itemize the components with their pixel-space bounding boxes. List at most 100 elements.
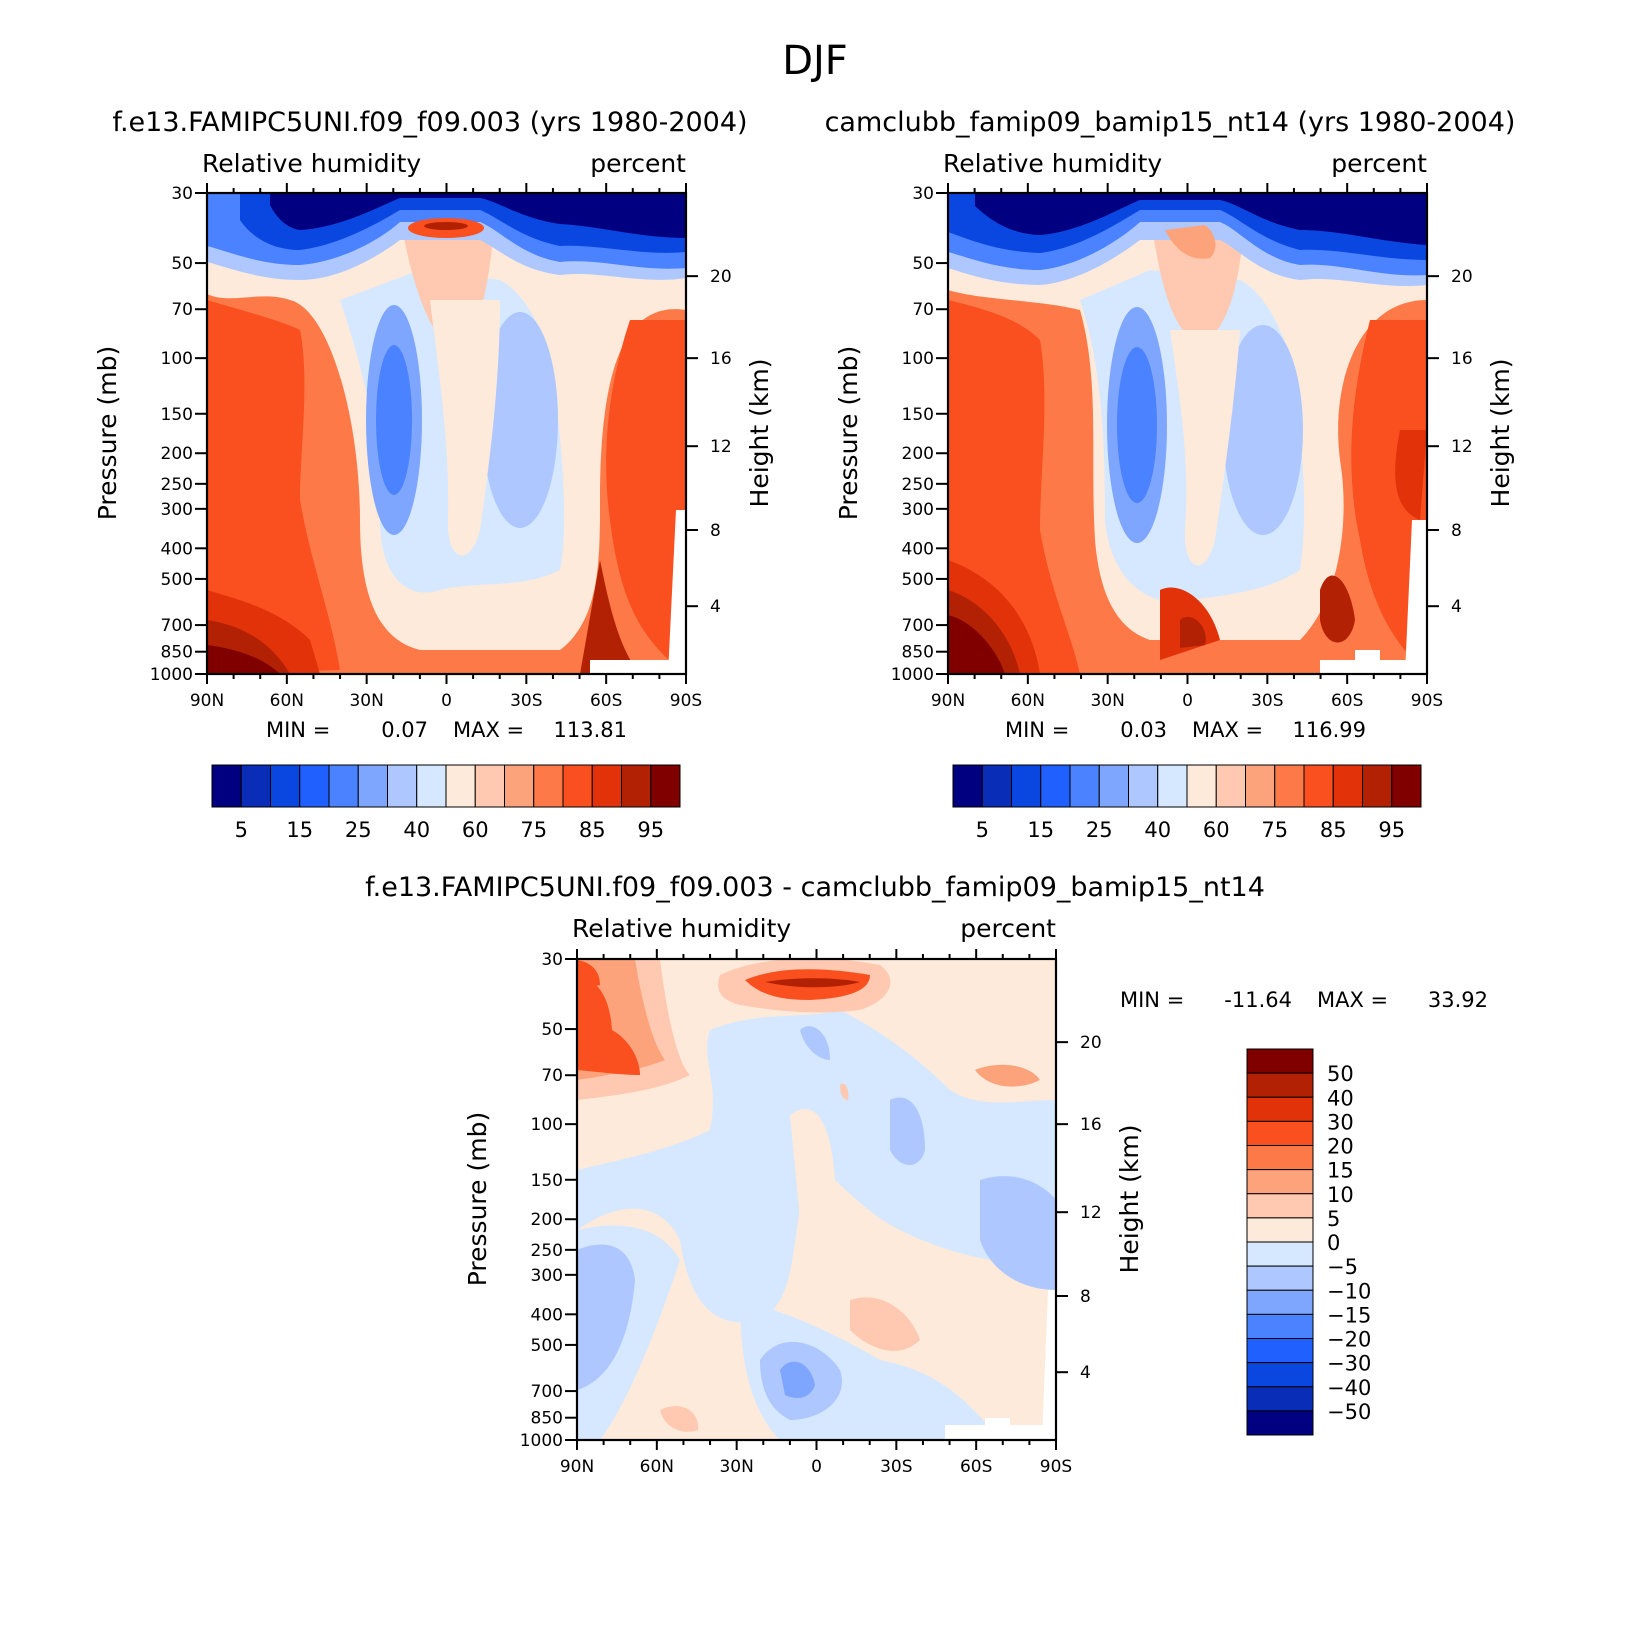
colorbar-swatch [211,764,242,808]
colorbar-swatch [952,764,983,808]
y-tick-label: 300 [161,500,193,520]
x-tick-label: 60S [960,1457,992,1477]
panel-diff-title: f.e13.FAMIPC5UNI.f09_f09.003 - camclubb_… [365,872,1265,903]
colorbar-swatch [1246,1265,1314,1291]
colorbar-label: 30 [1327,1110,1354,1134]
colorbar-label: 85 [1320,818,1347,842]
colorbar-swatch [1274,764,1305,808]
colorbar-label: −30 [1327,1352,1371,1376]
x-tick-label: 60N [1011,691,1045,711]
x-tick-label: 90N [931,691,965,711]
colorbar-label: 85 [579,818,606,842]
y-tick-label: 700 [902,616,934,636]
panel-a-right-axis-title: Height (km) [745,359,774,508]
colorbar-label: −15 [1327,1303,1371,1327]
colorbar-swatch [240,764,271,808]
colorbar-swatch [1246,1362,1314,1388]
height-tick-label: 16 [1451,349,1473,369]
x-tick-label: 30N [719,1457,753,1477]
colorbar-swatch [1362,764,1393,808]
x-tick-label: 30S [510,691,542,711]
y-tick-label: 1000 [150,665,193,685]
colorbar-swatch [1246,1048,1314,1074]
height-tick-label: 8 [710,521,721,541]
colorbar-swatch [562,764,593,808]
x-tick-label: 30S [880,1457,912,1477]
height-tick-label: 16 [1080,1115,1102,1135]
panel-diff-min-label: MIN = [1120,988,1184,1012]
panel-diff-field [577,959,1056,1440]
colorbar-swatch [1128,764,1159,808]
panel-b-units-label: percent [1331,149,1427,178]
colorbar-swatch [357,764,388,808]
colorbar-label: 25 [1086,818,1113,842]
colorbar-label: 95 [637,818,664,842]
y-tick-label: 30 [171,184,193,204]
colorbar-swatch [1391,764,1422,808]
y-tick-label: 30 [541,950,563,970]
colorbar-swatch [1186,764,1217,808]
panel-a-min-value: 0.07 [381,718,428,742]
colorbar-swatch [1245,764,1276,808]
y-tick-label: 50 [171,254,193,274]
colorbar-label: 75 [520,818,547,842]
panel-a-max-value: 113.81 [554,718,627,742]
colorbar-label: 15 [1327,1159,1354,1183]
y-tick-label: 50 [541,1020,563,1040]
colorbar-swatch [1246,1386,1314,1412]
x-tick-label: 60S [1331,691,1363,711]
y-tick-label: 1000 [891,665,934,685]
panel-a-axes: 90N 60N 30N 0 30S 60S 90S 30 50 70 100 150 200 250 300… [150,183,732,711]
y-tick-label: 700 [531,1382,563,1402]
y-tick-label: 850 [531,1409,563,1429]
colorbar-swatch [1246,1096,1314,1122]
height-tick-label: 12 [710,437,732,457]
colorbar-swatch [1246,1241,1314,1267]
y-tick-label: 300 [531,1266,563,1286]
panel-a-min-label: MIN = [266,718,330,742]
colorbar-label: −40 [1327,1376,1371,1400]
y-tick-label: 200 [531,1210,563,1230]
colorbar-label: 75 [1261,818,1288,842]
colorbar-label: 5 [976,818,989,842]
height-tick-label: 12 [1451,437,1473,457]
colorbar-swatch [1040,764,1071,808]
panel-a-max-label: MAX = [453,718,524,742]
colorbar-label: 50 [1327,1062,1354,1086]
height-tick-label: 16 [710,349,732,369]
panel-b-field [948,193,1427,674]
y-tick-label: 300 [902,500,934,520]
colorbar-swatch [591,764,622,808]
height-tick-label: 8 [1451,521,1462,541]
colorbar-swatch [1332,764,1363,808]
x-tick-label: 90S [670,691,702,711]
panel-b-max-label: MAX = [1192,718,1263,742]
height-tick-label: 4 [1080,1363,1091,1383]
colorbar-swatch [1011,764,1042,808]
y-tick-label: 200 [902,444,934,464]
x-tick-label: 60N [270,691,304,711]
x-tick-label: 30S [1251,691,1283,711]
y-tick-label: 250 [161,475,193,495]
colorbar-swatch [1246,1193,1314,1219]
colorbar-swatch [416,764,447,808]
colorbar-swatch [1246,1145,1314,1171]
panel-diff-axes: 90N 60N 30N 0 30S 60S 90S 30 50 70 100 150 200 250 300… [520,949,1102,1477]
height-tick-label: 20 [1451,267,1473,287]
panel-b-variable-label: Relative humidity [943,149,1162,178]
colorbar-label: 60 [462,818,489,842]
y-tick-label: 500 [531,1336,563,1356]
y-tick-label: 400 [531,1305,563,1325]
x-tick-label: 60S [590,691,622,711]
x-tick-label: 90S [1411,691,1443,711]
y-tick-label: 500 [902,570,934,590]
y-tick-label: 50 [912,254,934,274]
y-tick-label: 100 [902,349,934,369]
y-tick-label: 70 [541,1066,563,1086]
panel-b-max-value: 116.99 [1293,718,1366,742]
colorbar-swatch [1246,1072,1314,1098]
colorbar-label: 10 [1327,1183,1354,1207]
y-tick-label: 200 [161,444,193,464]
colorbar-label: 5 [235,818,248,842]
